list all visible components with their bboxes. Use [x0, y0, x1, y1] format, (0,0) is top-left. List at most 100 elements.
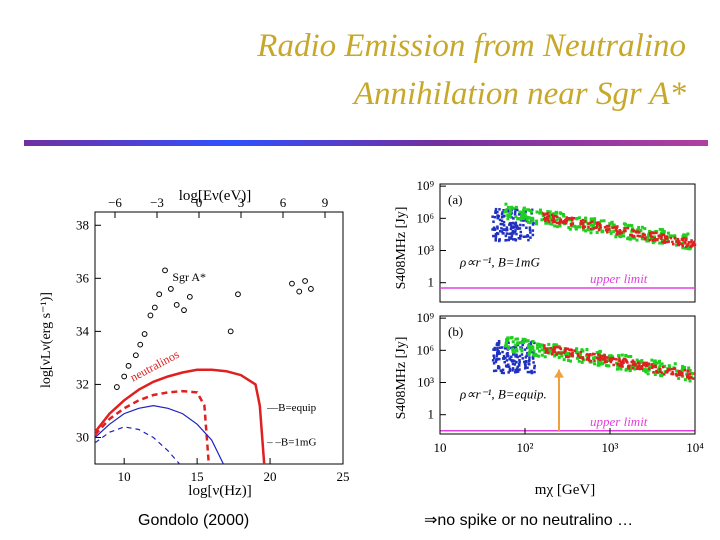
model-point-blue	[516, 343, 520, 347]
y-tick-label: 10³	[417, 375, 434, 390]
annotation-sgr-a: Sgr A*	[172, 270, 206, 284]
model-point-green	[609, 354, 613, 358]
model-point-red	[618, 232, 622, 235]
model-point-green	[591, 356, 595, 360]
model-point-blue	[524, 363, 527, 366]
series-line-0	[94, 368, 266, 465]
model-point-green	[596, 363, 600, 367]
model-point-green	[633, 367, 637, 371]
model-point-blue	[506, 354, 509, 358]
model-point-green	[506, 336, 510, 340]
model-point-blue	[501, 211, 504, 214]
model-point-green	[624, 222, 628, 226]
model-point-blue	[518, 360, 521, 364]
y-tick-label: 1	[428, 275, 435, 290]
model-point-green	[560, 354, 564, 358]
data-point	[289, 280, 295, 287]
model-point-blue	[512, 353, 515, 356]
model-point-green	[552, 212, 556, 216]
model-point-red	[571, 351, 574, 355]
model-point-green	[567, 226, 571, 230]
model-point-green	[584, 216, 588, 220]
model-point-green	[575, 217, 579, 221]
model-point-green	[684, 246, 688, 250]
model-point-blue	[514, 221, 518, 225]
model-point-blue	[501, 368, 505, 372]
model-point-red	[598, 357, 602, 361]
model-point-blue	[529, 341, 533, 344]
model-point-blue	[507, 371, 510, 374]
model-point-red	[581, 218, 585, 222]
x-tick-label: 15	[191, 469, 204, 484]
model-point-green	[650, 358, 654, 362]
model-point-blue	[511, 231, 515, 235]
model-point-green	[506, 338, 510, 342]
panel-label: (b)	[448, 324, 463, 339]
model-point-green	[616, 367, 620, 371]
model-point-red	[672, 242, 675, 246]
model-point-blue	[511, 221, 515, 225]
model-point-red	[608, 357, 612, 361]
data-point	[302, 278, 308, 284]
model-point-green	[630, 364, 634, 368]
model-point-green	[653, 235, 657, 239]
model-point-green	[521, 337, 525, 341]
model-point-blue	[510, 360, 514, 363]
model-point-blue	[502, 220, 506, 224]
model-point-red	[686, 370, 690, 373]
model-point-green	[547, 342, 551, 346]
top-tick-label: 6	[280, 195, 287, 210]
model-point-red	[677, 371, 681, 375]
model-point-green	[595, 351, 599, 355]
model-point-red	[651, 238, 654, 242]
model-point-green	[540, 353, 544, 357]
model-point-red	[638, 367, 642, 371]
model-point-red	[545, 350, 548, 354]
model-point-blue	[492, 234, 495, 238]
model-point-green	[528, 221, 532, 225]
data-point	[167, 286, 174, 292]
model-point-green	[535, 353, 539, 357]
model-point-red	[603, 226, 607, 229]
model-point-red	[595, 223, 599, 227]
model-point-green	[526, 339, 530, 343]
panel-condition: ρ∝r⁻¹, B=1mG	[459, 255, 540, 270]
model-point-red	[599, 223, 602, 227]
model-point-red	[682, 236, 686, 240]
model-point-blue	[530, 371, 534, 375]
panel-label: (a)	[448, 192, 462, 207]
model-point-blue	[496, 225, 499, 228]
model-point-green	[504, 208, 508, 212]
model-point-red	[692, 244, 696, 247]
model-point-green	[521, 217, 525, 221]
model-point-red	[673, 236, 677, 240]
model-point-green	[544, 221, 548, 225]
model-point-green	[540, 348, 544, 352]
model-point-green	[551, 346, 555, 350]
model-point-blue	[514, 360, 518, 364]
model-point-red	[680, 374, 684, 377]
model-point-blue	[494, 235, 498, 238]
model-point-green	[504, 342, 508, 346]
model-point-green	[526, 208, 530, 212]
model-point-green	[673, 234, 677, 238]
model-point-red	[596, 221, 600, 224]
model-point-blue	[514, 370, 517, 374]
model-point-red	[610, 356, 613, 360]
model-point-red	[551, 348, 554, 352]
model-point-blue	[509, 223, 513, 227]
model-point-blue	[506, 363, 510, 367]
model-point-red	[553, 347, 557, 350]
model-point-red	[604, 228, 608, 232]
model-point-green	[645, 239, 649, 243]
model-point-red	[559, 218, 563, 221]
model-point-blue	[528, 226, 532, 229]
right-x-axis-label: mχ [GeV]	[535, 482, 595, 498]
model-point-red	[648, 238, 652, 242]
spectrum-chart: log[Eν(eV)] log[νLν(erg s⁻¹)] log[ν(Hz)]…	[39, 188, 350, 499]
model-point-green	[674, 243, 678, 247]
model-point-red	[569, 223, 573, 226]
model-point-blue	[496, 351, 499, 354]
model-point-green	[538, 345, 542, 349]
model-point-blue	[518, 354, 522, 358]
